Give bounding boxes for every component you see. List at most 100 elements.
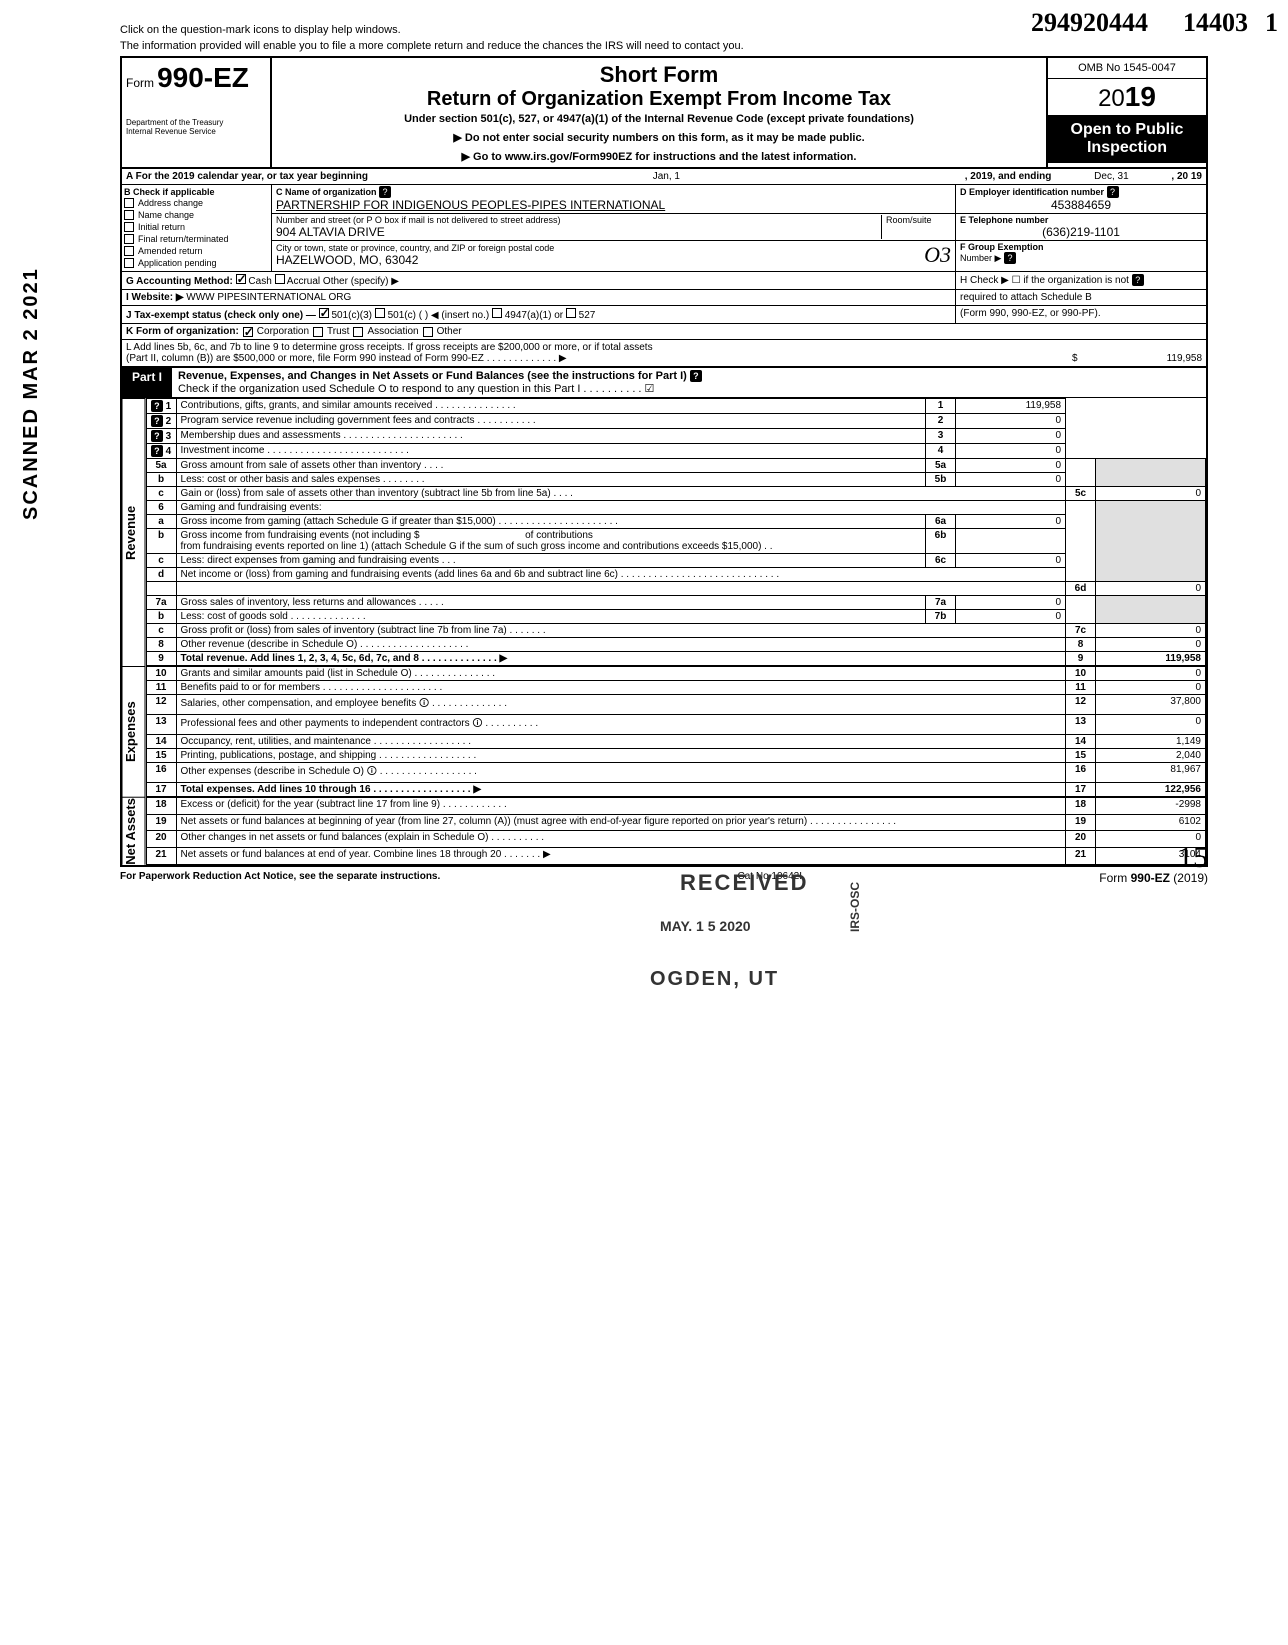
checkbox-4947[interactable]: [492, 308, 502, 318]
checkbox[interactable]: [124, 234, 134, 244]
org-address: 904 ALTAVIA DRIVE: [276, 225, 385, 239]
527: 527: [579, 310, 596, 321]
row-a-label: A For the 2019 calendar year, or tax yea…: [126, 171, 368, 182]
line-g-label: G Accounting Method:: [126, 276, 233, 287]
line-l-val: 119,958: [1092, 353, 1202, 364]
org-city: HAZELWOOD, MO, 63042: [276, 253, 418, 267]
line-k: K Form of organization: Corporation Trus…: [122, 324, 1206, 340]
501c: 501(c) (: [388, 310, 422, 321]
part-1-check: Check if the organization used Schedule …: [178, 383, 654, 395]
org-name: PARTNERSHIP FOR INDIGENOUS PEOPLES-PIPES…: [276, 198, 665, 212]
box-b-label: B Check if applicable: [124, 187, 269, 197]
help-icon[interactable]: ?: [151, 415, 163, 427]
title-short-form: Short Form: [280, 62, 1038, 88]
box-d-label: D Employer identification number: [960, 187, 1104, 197]
help-icon[interactable]: ?: [1107, 186, 1119, 198]
boxb-item: Name change: [138, 210, 194, 220]
form-header: Form 990-EZ Department of the Treasury I…: [122, 58, 1206, 169]
help-icon[interactable]: ?: [151, 400, 163, 412]
boxb-item: Address change: [138, 198, 203, 208]
checkbox-trust[interactable]: [313, 327, 323, 337]
signature: 15: [1178, 841, 1208, 875]
checkbox-cash[interactable]: [236, 274, 246, 284]
other-label: Other (specify) ▶: [323, 276, 399, 287]
side-label-revenue: Revenue: [122, 398, 146, 666]
help-icon[interactable]: ?: [151, 445, 163, 457]
boxb-item: Final return/terminated: [138, 234, 229, 244]
instruction-2: ▶ Go to www.irs.gov/Form990EZ for instru…: [280, 150, 1038, 163]
help-icon[interactable]: ?: [690, 370, 702, 382]
handwritten-top-number-2: 14403: [1183, 8, 1248, 38]
boxb-item: Amended return: [138, 246, 203, 256]
help-icon[interactable]: ?: [379, 186, 391, 198]
instruction-1: ▶ Do not enter social security numbers o…: [280, 131, 1038, 144]
checkbox[interactable]: [124, 198, 134, 208]
box-f-label2: Number ▶: [960, 253, 1001, 263]
line-i-label: I Website: ▶: [126, 292, 186, 303]
help-text-2: The information provided will enable you…: [120, 40, 1208, 52]
line-h-3: (Form 990, 990-EZ, or 990-PF).: [956, 306, 1206, 323]
checkbox-527[interactable]: [566, 308, 576, 318]
checkbox[interactable]: [124, 246, 134, 256]
dept-treasury: Department of the Treasury Internal Reve…: [126, 118, 266, 136]
row-a-end: Dec, 31: [1051, 171, 1171, 182]
part-1-label: Part I: [122, 368, 172, 397]
side-label-expenses: Expenses: [122, 666, 146, 797]
handwritten-top-number: 294920444: [1031, 8, 1148, 38]
row-label: Investment income . . . . . . . . . . . …: [176, 444, 925, 459]
row-a-endyear: , 20 19: [1171, 171, 1202, 182]
line-l-1: L Add lines 5b, 6c, and 7b to line 9 to …: [126, 342, 1202, 353]
checkbox-corp[interactable]: [243, 327, 253, 337]
side-label-netassets: Net Assets: [122, 797, 146, 865]
row-label: Program service revenue including govern…: [176, 414, 925, 429]
box-c-city-label: City or town, state or province, country…: [276, 243, 554, 253]
checkbox-accrual[interactable]: [275, 274, 285, 284]
open-to-public: Open to PublicInspection: [1048, 115, 1206, 163]
tax-year: 2019: [1048, 79, 1206, 115]
title-return: Return of Organization Exempt From Incom…: [280, 88, 1038, 111]
checkbox[interactable]: [124, 222, 134, 232]
row-value: 0: [956, 429, 1066, 444]
checkbox-assoc[interactable]: [353, 327, 363, 337]
row-label: Contributions, gifts, grants, and simila…: [176, 399, 925, 414]
phone: (636)219-1101: [960, 225, 1202, 239]
box-f-label: F Group Exemption: [960, 242, 1044, 252]
help-icon[interactable]: ?: [151, 430, 163, 442]
footer: For Paperwork Reduction Act Notice, see …: [120, 867, 1208, 885]
row-a-begin: Jan, 1: [368, 171, 965, 182]
line-l-2: (Part II, column (B)) are $500,000 or mo…: [126, 353, 1072, 364]
stamp-ogden: OGDEN, UT: [650, 968, 779, 991]
room-suite-label: Room/suite: [881, 215, 951, 239]
checkbox[interactable]: [124, 258, 134, 268]
omb-number: OMB No 1545-0047: [1048, 58, 1206, 79]
ein: 453884659: [960, 198, 1202, 212]
cash-label: Cash: [248, 276, 271, 287]
subtitle: Under section 501(c), 527, or 4947(a)(1)…: [280, 113, 1038, 125]
box-c-addr-label: Number and street (or P O box if mail is…: [276, 215, 560, 225]
netassets-table: 18Excess or (deficit) for the year (subt…: [146, 797, 1206, 865]
accrual-label: Accrual: [287, 276, 320, 287]
footer-mid: Cat No 10642I: [738, 871, 803, 885]
insert-no: ) ◀ (insert no.): [425, 310, 489, 321]
box-c-label: C Name of organization: [276, 187, 377, 197]
row-value: 119,958: [956, 399, 1066, 414]
boxb-item: Application pending: [138, 258, 217, 268]
help-icon[interactable]: ?: [1004, 252, 1016, 264]
form-word: Form: [126, 76, 154, 90]
checkbox-501c[interactable]: [375, 308, 385, 318]
stamp-irs: IRS-OSC: [848, 882, 862, 932]
row-value: 0: [956, 444, 1066, 459]
section-bcdef: B Check if applicable Address change Name…: [122, 185, 1206, 272]
part-1-title: Revenue, Expenses, and Changes in Net As…: [178, 370, 687, 382]
checkbox-other[interactable]: [423, 327, 433, 337]
checkbox-501c3[interactable]: [319, 308, 329, 318]
part-1-header: Part I Revenue, Expenses, and Changes in…: [122, 368, 1206, 398]
help-icon[interactable]: ?: [1132, 274, 1144, 286]
row-a: A For the 2019 calendar year, or tax yea…: [122, 169, 1206, 185]
4947: 4947(a)(1) or: [505, 310, 563, 321]
checkbox[interactable]: [124, 210, 134, 220]
line-h: H Check ▶ ☐ if the organization is not ?: [956, 272, 1206, 289]
row-label: Membership dues and assessments . . . . …: [176, 429, 925, 444]
scan-stamp: SCANNED MAR 2 2021: [20, 267, 43, 520]
line-h-2: required to attach Schedule B: [956, 290, 1206, 305]
